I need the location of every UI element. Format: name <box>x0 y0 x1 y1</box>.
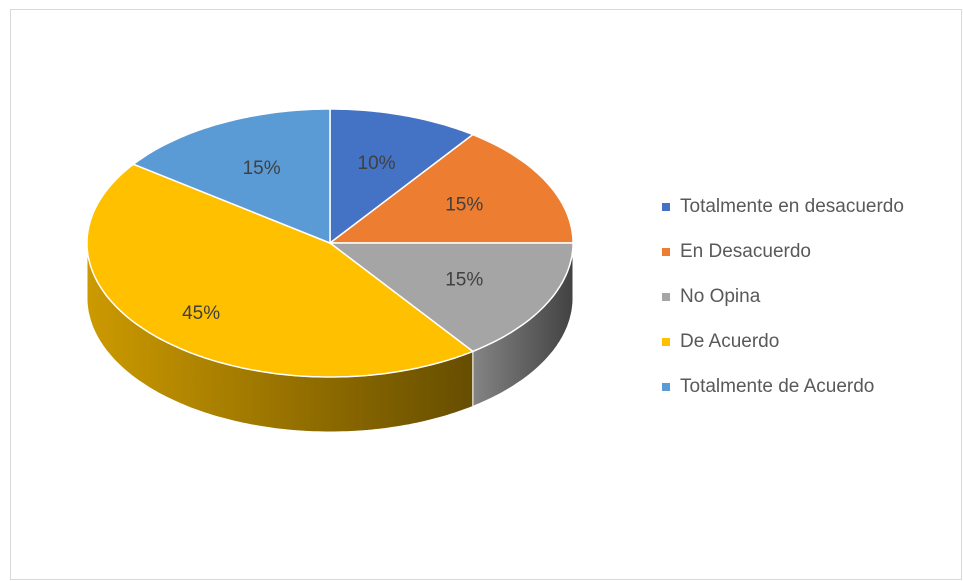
data-label: 15% <box>445 194 483 215</box>
legend-swatch <box>662 383 670 391</box>
legend-swatch <box>662 338 670 346</box>
data-label: 10% <box>358 153 396 174</box>
pie-slice <box>327 242 574 353</box>
data-label: 45% <box>182 303 220 324</box>
legend-swatch <box>662 248 670 256</box>
legend-label: En Desacuerdo <box>680 241 811 262</box>
legend-swatch <box>662 203 670 211</box>
legend-label: Totalmente de Acuerdo <box>680 376 874 397</box>
data-label: 15% <box>243 158 281 179</box>
pie-slice <box>329 108 475 245</box>
pie-slice <box>86 163 475 378</box>
data-label: 15% <box>445 270 483 291</box>
legend-swatch <box>662 293 670 301</box>
pie-slice <box>131 108 331 245</box>
legend-label: No Opina <box>680 286 761 307</box>
legend-label: Totalmente en desacuerdo <box>680 196 904 217</box>
legend-label: De Acuerdo <box>680 331 779 352</box>
pie-slice <box>327 133 574 244</box>
